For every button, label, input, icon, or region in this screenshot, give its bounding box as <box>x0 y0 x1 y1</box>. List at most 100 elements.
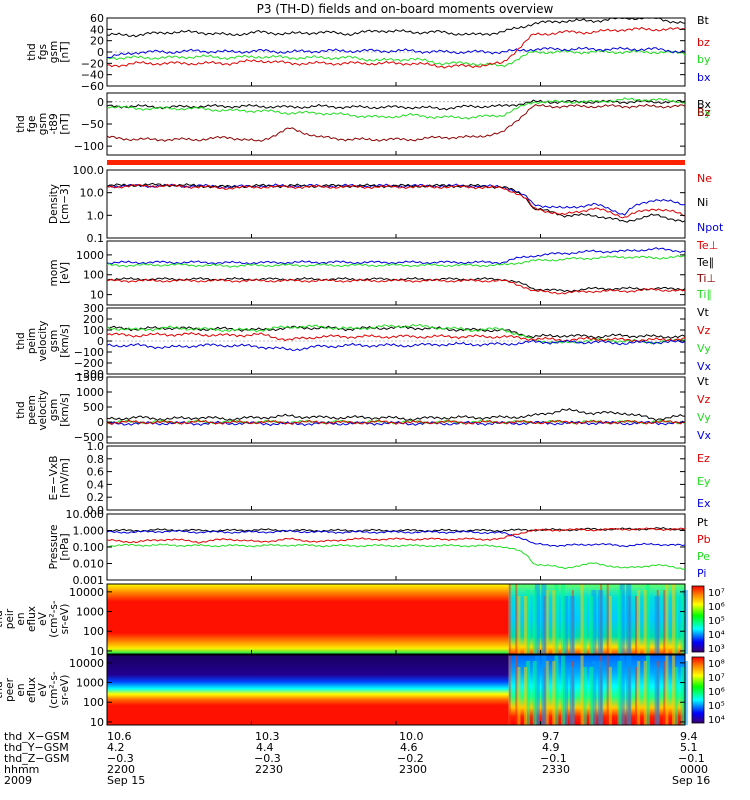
x-gsm-value: 10.0 <box>399 730 424 743</box>
velocity-peem-ylabel-line: peem <box>26 395 38 425</box>
pressure-ytick-label: 0.001 <box>73 574 105 587</box>
fge-ylabel-line: gsm <box>37 113 49 135</box>
velocity-peem-legend-Vx: Vx <box>697 429 712 442</box>
time-tick-0000: 9.4 5.1 −0.1 0000 Sep 16 <box>672 730 710 787</box>
velocity-peem-ytick-label: 1500 <box>76 371 104 384</box>
velocity-peem-ytick-label: −500 <box>74 431 104 444</box>
peir-spectral-stripe <box>663 590 666 654</box>
efield-ytick-label: 0.2 <box>87 491 105 504</box>
peir-spectrogram-quiet <box>107 584 509 654</box>
date-value: Sep 16 <box>672 774 710 787</box>
pressure-legend-Pi: Pi <box>697 567 706 580</box>
temperature-series-line <box>106 247 686 265</box>
temperature-series-line <box>106 278 686 295</box>
temperature-series-line <box>106 277 686 293</box>
peer-colorbar-tick: 10⁸ <box>708 659 725 670</box>
peir-colorbar-tick: 10⁷ <box>708 588 725 599</box>
fgs-legend-by: by <box>697 53 711 66</box>
peir-spectral-stripe <box>643 590 647 654</box>
velocity-peim-ylabel-line: peim <box>26 328 38 354</box>
peir-spectral-stripe <box>552 590 556 654</box>
fgs-ylabel-line: gsm <box>48 41 60 63</box>
fgs-series-line <box>106 17 686 38</box>
peer-spectral-stripe <box>508 655 511 725</box>
pressure-ylabel-line: Pressure <box>48 525 60 570</box>
velocity-peim-series-line <box>106 339 686 351</box>
z-gsm-value: −0.1 <box>678 752 705 765</box>
temperature-frame <box>106 240 686 306</box>
velocity-peim-ylabel-line: gsm <box>48 330 60 352</box>
peir-spectral-stripe <box>671 584 675 654</box>
peir-spectral-stripe <box>563 596 569 654</box>
velocity-peem-series-line <box>106 420 686 427</box>
peer-spectral-stripe <box>523 667 527 725</box>
panel-peer: 10⁸ 10⁷ 10⁶ 10⁵ 10⁴ 10000 1000 100 10 thd peer en ef… <box>0 654 725 729</box>
peer-spectral-stripe <box>671 655 675 725</box>
peer-spectral-stripe <box>517 667 521 725</box>
peir-spectral-stripe <box>617 590 622 654</box>
peer-spectral-stripe <box>589 667 594 725</box>
fgs-ytick-label: −60 <box>81 80 104 93</box>
panel-velocity-peem: 1500 1000 500 0 −500 thd peem velocity gsm [km/s]… <box>15 371 712 444</box>
peer-colorbar-tick: 10⁵ <box>708 701 725 712</box>
peir-spectral-stripe <box>606 584 609 654</box>
peer-spectral-stripe <box>560 655 565 725</box>
z-gsm-row-label: thd_Z−GSM <box>4 752 70 765</box>
peir-ylabel-line: en <box>15 612 27 625</box>
density-series-line <box>106 183 686 219</box>
fge-ytick-label: −50 <box>81 118 104 131</box>
density-legend-Ni: Ni <box>697 196 708 209</box>
velocity-peem-ytick-label: 1000 <box>76 386 104 399</box>
fge-series-line <box>106 99 686 111</box>
fgs-series-line <box>106 46 686 59</box>
peir-spectral-stripe <box>626 584 632 654</box>
peir-spectral-stripe <box>532 590 537 654</box>
peir-colorbar-tick: 10⁶ <box>708 602 725 613</box>
peir-spectral-stripe <box>637 590 641 654</box>
peer-ylabel-line: (cm²-s- <box>48 671 60 709</box>
efield-ytick-label: 0.0 <box>87 504 105 517</box>
time-tick-2230: 10.3 4.4 −0.3 2230 <box>254 730 283 776</box>
mode-indicator-bar <box>107 160 685 165</box>
peer-ylabel-line: en <box>15 683 27 696</box>
peer-spectral-stripe <box>634 667 637 725</box>
velocity-peim-ytick-label: −300 <box>74 368 104 381</box>
density-legend-Ne: Ne <box>697 172 712 185</box>
fgs-ytick-label: −20 <box>81 57 104 70</box>
peir-ytick-label: 10 <box>90 645 104 658</box>
peir-spectral-stripe <box>526 590 531 654</box>
peer-spectral-stripe <box>591 661 597 725</box>
peer-spectral-stripe <box>569 667 575 725</box>
peer-ylabel-line: thd <box>0 681 5 698</box>
fgs-legend-Bt: Bt <box>697 14 710 27</box>
fge-series-line <box>106 103 686 142</box>
peer-spectral-stripe <box>541 655 547 725</box>
y-gsm-row-label: thd_Y−GSM <box>4 741 69 754</box>
peir-ytick-label: 100 <box>83 625 104 638</box>
peer-spectral-stripe <box>597 661 603 725</box>
x-gsm-value: 9.7 <box>542 730 560 743</box>
peer-spectral-stripe <box>665 655 669 725</box>
peer-spectral-stripe <box>545 661 549 725</box>
density-ylabel-line: [cm−3] <box>59 184 71 224</box>
velocity-peim-ytick-label: 200 <box>83 313 104 326</box>
y-gsm-value: 4.2 <box>107 741 125 754</box>
peir-spectral-stripe <box>545 590 549 654</box>
peer-colorbar-tick: 10⁷ <box>708 673 725 684</box>
fge-series-line <box>106 97 686 120</box>
peir-colorbar-tick: 10⁴ <box>708 630 725 641</box>
temperature-ytick-label: 1000 <box>76 249 104 262</box>
peir-spectral-stripe <box>665 584 669 654</box>
peir-ytick-label: 10000 <box>69 586 104 599</box>
fgs-legend-bx: bx <box>697 71 711 84</box>
pressure-legend-Pt: Pt <box>697 516 709 529</box>
peer-spectral-stripe <box>645 655 650 725</box>
peer-spectral-stripe <box>563 667 569 725</box>
density-legend-Npot: Npot <box>697 221 724 234</box>
velocity-peem-ytick-label: 0 <box>97 416 104 429</box>
peer-spectral-stripe <box>532 661 537 725</box>
z-gsm-value: −0.3 <box>254 752 281 765</box>
peir-ylabel-line: (cm²-s- <box>48 600 60 638</box>
